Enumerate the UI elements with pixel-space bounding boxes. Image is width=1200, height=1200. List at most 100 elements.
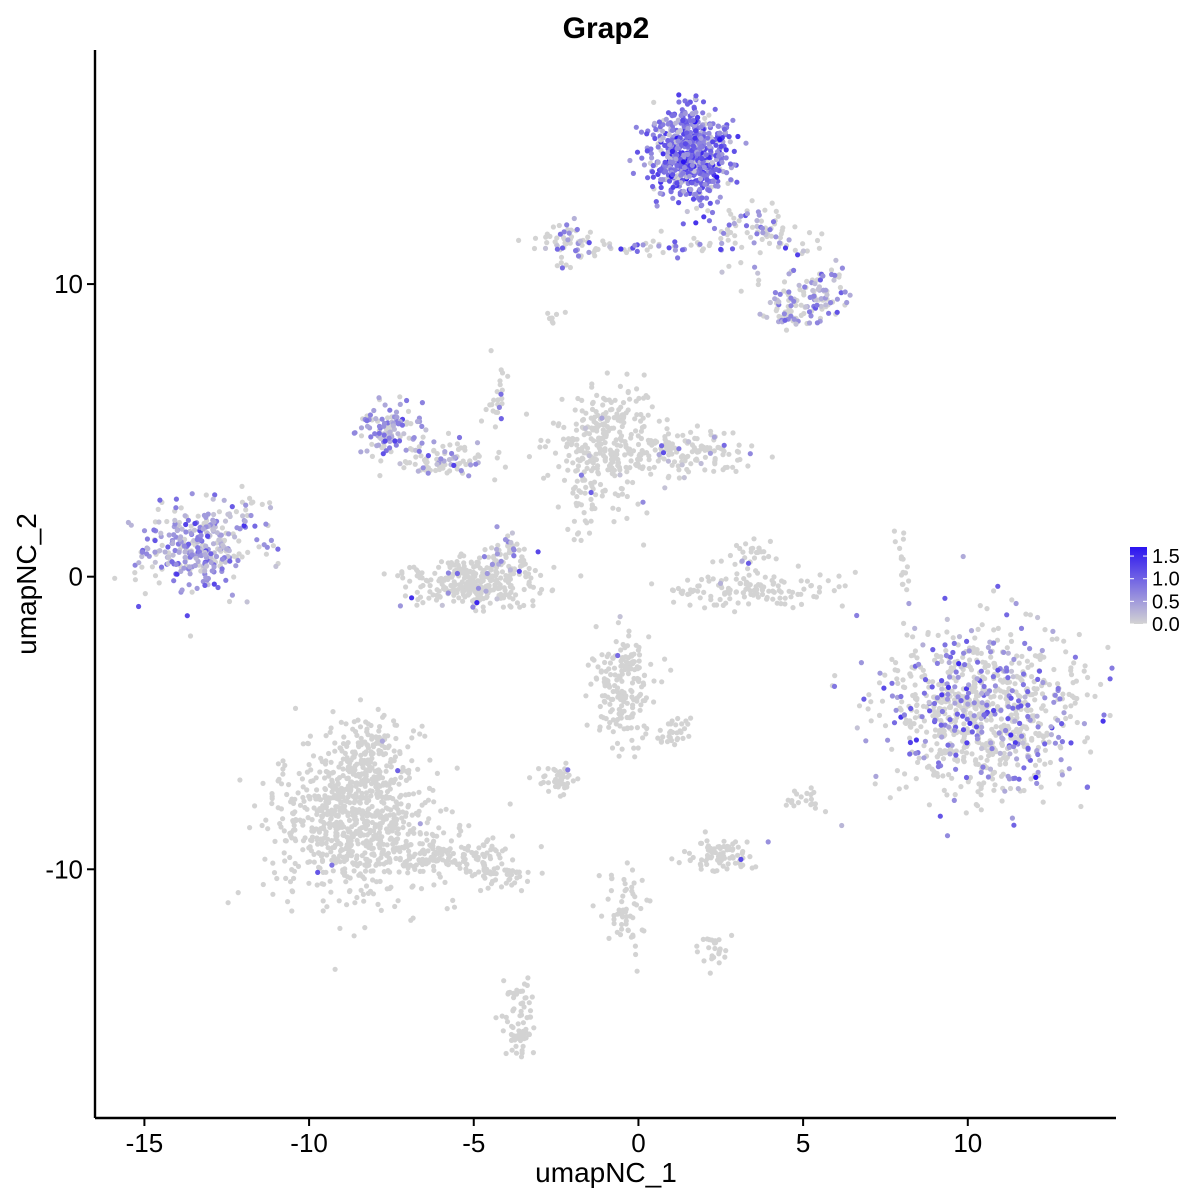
data-point: [590, 465, 597, 471]
data-point: [753, 568, 759, 574]
data-point: [369, 819, 375, 826]
data-point: [564, 441, 570, 447]
data-point: [362, 925, 368, 931]
data-point: [615, 620, 622, 626]
data-point: [900, 536, 907, 542]
data-point: [387, 823, 393, 829]
data-point: [560, 436, 567, 442]
data-point: [234, 525, 240, 531]
data-point: [651, 99, 657, 105]
data-point: [480, 851, 486, 858]
data-point: [292, 796, 298, 802]
data-point: [329, 838, 335, 844]
data-point: [328, 759, 334, 765]
data-point: [963, 686, 970, 692]
data-point: [694, 949, 701, 955]
data-point: [1084, 692, 1090, 698]
data-point: [664, 739, 671, 745]
data-point: [493, 1015, 499, 1021]
data-point: [725, 180, 731, 186]
data-point: [431, 838, 437, 844]
data-point: [192, 562, 198, 569]
data-point: [526, 565, 532, 572]
data-point: [291, 875, 297, 882]
data-point: [376, 395, 382, 401]
data-point: [834, 309, 840, 315]
data-point: [915, 759, 921, 766]
data-point: [990, 701, 996, 707]
data-point: [705, 844, 711, 851]
data-point: [517, 1013, 523, 1019]
data-point: [470, 604, 476, 610]
data-point: [399, 422, 405, 428]
data-point: [665, 137, 671, 144]
data-point: [414, 602, 420, 608]
data-point: [996, 730, 1002, 736]
data-point: [976, 781, 982, 787]
data-point: [896, 786, 902, 792]
data-point: [924, 729, 930, 735]
data-point: [204, 563, 210, 569]
data-point: [409, 812, 415, 818]
data-point: [405, 870, 411, 876]
data-point: [1010, 674, 1016, 680]
data-point: [375, 787, 381, 793]
data-point: [755, 549, 761, 556]
data-point: [660, 122, 666, 128]
data-point: [1001, 689, 1007, 695]
data-point: [265, 826, 271, 832]
data-point: [686, 134, 692, 140]
data-point: [504, 1019, 511, 1025]
data-point: [348, 853, 355, 859]
data-point: [837, 284, 844, 291]
data-point: [673, 722, 679, 728]
data-point: [602, 440, 608, 446]
data-point: [814, 302, 820, 308]
data-point: [759, 236, 765, 242]
data-point: [939, 658, 945, 665]
data-point: [262, 856, 268, 862]
data-point: [582, 425, 589, 431]
data-point: [112, 575, 118, 581]
data-point: [727, 161, 734, 167]
data-point: [400, 809, 406, 815]
data-point: [423, 831, 429, 837]
data-point: [493, 409, 499, 415]
data-point: [780, 225, 786, 231]
data-point: [254, 537, 260, 543]
data-point: [621, 726, 627, 732]
data-point: [667, 730, 673, 736]
data-point: [406, 848, 412, 854]
data-point: [392, 804, 398, 810]
data-point: [454, 590, 460, 596]
data-point: [305, 741, 311, 747]
data-point: [436, 466, 443, 473]
data-point: [816, 245, 823, 251]
data-point: [377, 845, 383, 851]
data-point: [665, 458, 672, 464]
data-point: [470, 569, 476, 575]
data-point: [381, 420, 388, 426]
data-point: [473, 608, 479, 614]
data-point: [747, 451, 753, 457]
data-point: [733, 589, 739, 595]
data-point: [396, 438, 403, 444]
data-point: [674, 180, 680, 186]
data-point: [651, 678, 657, 684]
data-point: [407, 564, 413, 571]
data-point: [611, 415, 617, 421]
data-point: [825, 578, 831, 584]
data-point: [773, 208, 779, 214]
data-point: [713, 183, 719, 189]
data-point: [708, 169, 714, 175]
data-point: [676, 446, 682, 452]
data-point: [1042, 761, 1048, 767]
data-point: [233, 563, 239, 569]
data-point: [434, 587, 440, 593]
data-point: [473, 461, 479, 467]
data-point: [445, 570, 451, 576]
data-point: [743, 140, 749, 146]
data-point: [718, 143, 724, 149]
data-point: [358, 425, 365, 431]
data-point: [939, 692, 945, 698]
